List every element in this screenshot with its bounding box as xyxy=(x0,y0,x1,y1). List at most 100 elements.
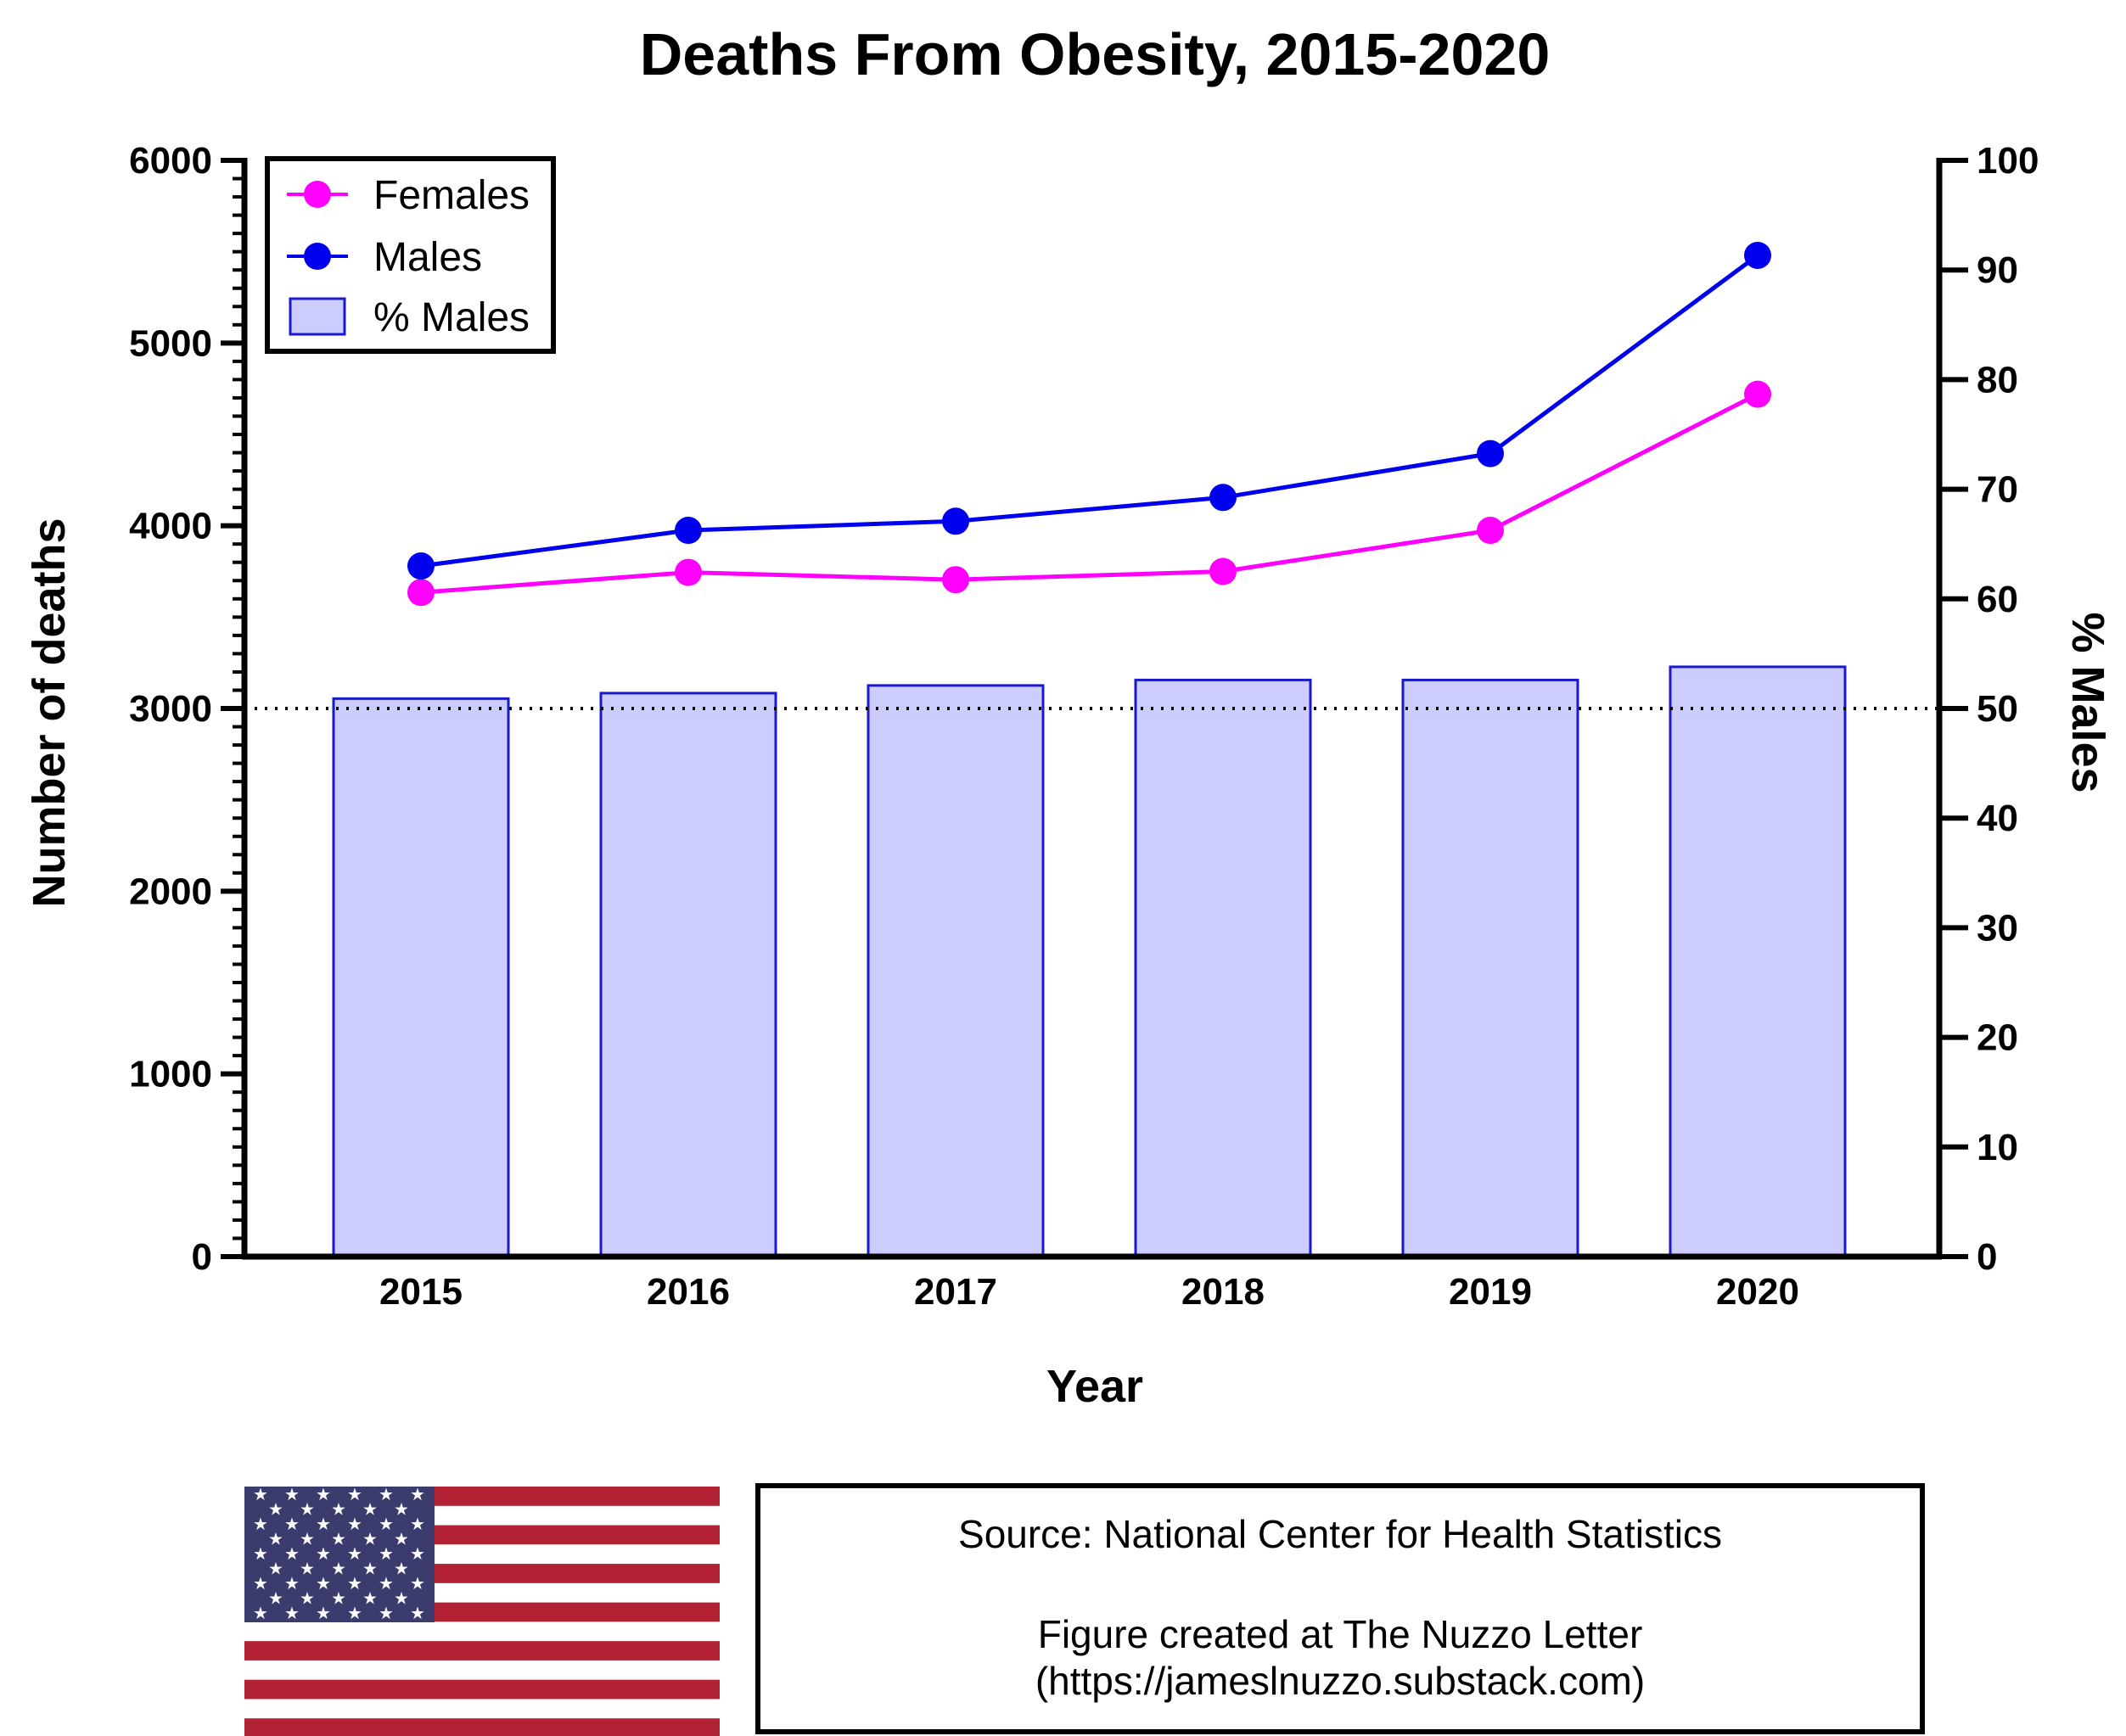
y-tick-label-1000: 1000 xyxy=(129,1054,212,1095)
point-males-2017 xyxy=(942,507,969,535)
y-tick-label-4000: 4000 xyxy=(129,506,212,547)
flag-star: ★ xyxy=(410,1515,425,1534)
x-tick-label-2015: 2015 xyxy=(379,1271,463,1313)
y-tick-label-0: 0 xyxy=(192,1236,212,1278)
flag-star: ★ xyxy=(379,1604,394,1623)
legend-females-marker xyxy=(304,181,331,208)
flag-stripe xyxy=(244,1718,720,1736)
flag-star: ★ xyxy=(347,1575,362,1593)
flag-stripe xyxy=(244,1641,720,1660)
y2-tick-label-0: 0 xyxy=(1977,1236,1997,1278)
y-tick-label-5000: 5000 xyxy=(129,322,212,364)
source-box: Source: National Center for Health Stati… xyxy=(755,1483,1925,1734)
flag-star: ★ xyxy=(284,1575,300,1593)
y2-tick-label-40: 40 xyxy=(1977,798,2018,839)
legend-females-label: Females xyxy=(373,173,530,218)
flag-star: ★ xyxy=(316,1545,331,1564)
flag-star: ★ xyxy=(410,1545,425,1564)
bar-2015 xyxy=(332,697,510,1258)
flag-star: ★ xyxy=(410,1604,425,1623)
bar-2020 xyxy=(1669,665,1847,1258)
flag-star: ★ xyxy=(316,1604,331,1623)
y-axis-label: Number of deaths xyxy=(24,518,75,907)
x-axis-label: Year xyxy=(1046,1361,1143,1412)
point-females-2015 xyxy=(407,579,435,607)
flag-star: ★ xyxy=(284,1604,300,1623)
flag-stripe xyxy=(244,1679,720,1700)
flag-star: ★ xyxy=(394,1501,409,1520)
x-tick-label-2018: 2018 xyxy=(1181,1271,1265,1313)
flag-star: ★ xyxy=(379,1575,394,1593)
bar-2019 xyxy=(1401,678,1579,1258)
y2-tick-label-30: 30 xyxy=(1977,907,2018,949)
y2-axis-label: % Males xyxy=(2062,612,2113,792)
line-series xyxy=(407,241,1771,607)
bar-2016 xyxy=(599,692,777,1258)
flag-star: ★ xyxy=(316,1575,331,1593)
x-tick-label-2019: 2019 xyxy=(1449,1271,1532,1313)
flag-star: ★ xyxy=(253,1545,268,1564)
flag-star: ★ xyxy=(331,1590,346,1609)
line-females xyxy=(420,392,1759,595)
bar-2017 xyxy=(867,684,1045,1258)
flag-star: ★ xyxy=(268,1590,283,1609)
legend-males-label: Males xyxy=(373,235,482,280)
y-tick-label-6000: 6000 xyxy=(129,140,212,182)
bar-2018 xyxy=(1134,678,1312,1258)
flag-star: ★ xyxy=(379,1545,394,1564)
flag-star: ★ xyxy=(316,1486,331,1504)
flag-star: ★ xyxy=(253,1486,268,1504)
y-tick-label-3000: 3000 xyxy=(129,688,212,730)
point-males-2018 xyxy=(1209,484,1237,512)
flag-star: ★ xyxy=(284,1545,300,1564)
legend-males-marker xyxy=(304,243,331,270)
source-text: Source: National Center for Health Stati… xyxy=(958,1512,1722,1556)
y2-tick-label-100: 100 xyxy=(1977,140,2039,182)
legend: Females Males % Males xyxy=(265,156,556,354)
y-tick-label-2000: 2000 xyxy=(129,871,212,912)
flag-star: ★ xyxy=(268,1531,283,1549)
flag-star: ★ xyxy=(379,1486,394,1504)
flag-star: ★ xyxy=(253,1515,268,1534)
y2-tick-label-60: 60 xyxy=(1977,579,2018,620)
flag-star: ★ xyxy=(394,1531,409,1549)
point-males-2015 xyxy=(407,552,435,580)
legend-percent-males-swatch xyxy=(289,297,346,336)
flag-star: ★ xyxy=(362,1590,378,1609)
flag-star: ★ xyxy=(394,1560,409,1579)
credit-text: Figure created at The Nuzzo Letter xyxy=(1038,1612,1643,1656)
flag-star: ★ xyxy=(410,1575,425,1593)
y2-tick-label-20: 20 xyxy=(1977,1017,2018,1059)
y2-tick-label-70: 70 xyxy=(1977,469,2018,511)
flag-star: ★ xyxy=(362,1501,378,1520)
flag-star: ★ xyxy=(300,1501,315,1520)
flag-star: ★ xyxy=(347,1604,362,1623)
point-females-2016 xyxy=(675,558,702,586)
point-males-2020 xyxy=(1744,241,1771,269)
point-females-2018 xyxy=(1209,557,1237,585)
flag-star: ★ xyxy=(284,1515,300,1534)
flag-star: ★ xyxy=(331,1501,346,1520)
flag-star: ★ xyxy=(300,1590,315,1609)
y2-tick-label-90: 90 xyxy=(1977,249,2018,291)
y2-tick-label-50: 50 xyxy=(1977,688,2018,730)
chart-title: Deaths From Obesity, 2015-2020 xyxy=(640,21,1551,87)
x-tick-label-2016: 2016 xyxy=(647,1271,730,1313)
flag-star: ★ xyxy=(253,1575,268,1593)
y2-tick-label-80: 80 xyxy=(1977,359,2018,400)
flag-star: ★ xyxy=(362,1560,378,1579)
flag-star: ★ xyxy=(379,1515,394,1534)
point-males-2016 xyxy=(675,517,702,545)
flag-star: ★ xyxy=(362,1531,378,1549)
flag-star: ★ xyxy=(268,1501,283,1520)
us-flag-icon: ★ ★ ★ ★ ★ ★★ ★ ★ ★ ★★ ★ ★ ★ ★ ★★ ★ ★ ★ ★★ ★ ★ ★ ★ ★★ ★ ★ ★ ★★ ★ ★ ★ ★ ★★… xyxy=(244,1486,720,1736)
flag-star: ★ xyxy=(253,1604,268,1623)
url-text: (https://jameslnuzzo.substack.com) xyxy=(1035,1659,1645,1703)
line-males xyxy=(420,253,1759,568)
flag-star: ★ xyxy=(300,1531,315,1549)
flag-star: ★ xyxy=(300,1560,315,1579)
x-tick-label-2020: 2020 xyxy=(1716,1271,1799,1313)
flag-star: ★ xyxy=(284,1486,300,1504)
bar-series-percent-males xyxy=(332,665,1847,1258)
